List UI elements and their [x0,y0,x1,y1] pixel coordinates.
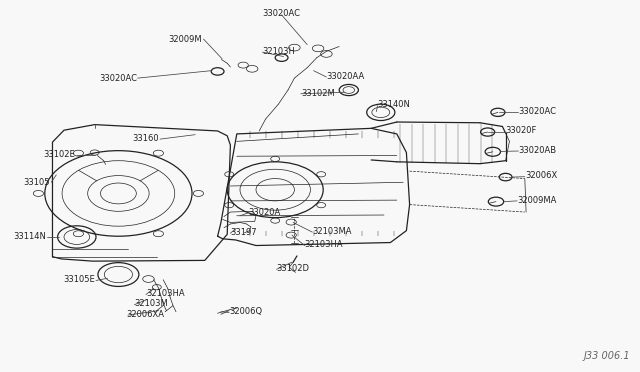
Text: 32009M: 32009M [168,35,202,44]
Text: 32006XA: 32006XA [127,310,164,319]
Text: 32103HA: 32103HA [305,240,343,249]
Text: 33197: 33197 [230,228,257,237]
Text: 33102D: 33102D [276,264,310,273]
Text: 32103H: 32103H [262,47,295,56]
Text: 32103HA: 32103HA [146,289,184,298]
Text: 33140N: 33140N [378,100,410,109]
Text: 33102M: 33102M [301,89,335,97]
Text: 33105: 33105 [24,178,50,187]
Text: 33102E: 33102E [44,150,76,159]
Text: 33020A: 33020A [248,208,280,217]
Text: 33020AC: 33020AC [518,107,556,116]
Text: 33020AB: 33020AB [518,146,557,155]
Text: J33 006.1: J33 006.1 [584,351,630,361]
Text: 32006Q: 32006Q [229,307,262,316]
Text: 33020AC: 33020AC [262,9,301,17]
Text: 32006X: 32006X [525,171,557,180]
Text: 33105E: 33105E [63,275,95,284]
Text: 32103MA: 32103MA [312,227,352,236]
Text: 33020AC: 33020AC [100,74,138,83]
Text: 33114N: 33114N [13,232,46,241]
Text: 33020AA: 33020AA [326,72,365,81]
Text: 33160: 33160 [132,134,159,143]
Text: 32009MA: 32009MA [517,196,557,205]
Text: 32103M: 32103M [134,299,168,308]
Text: 33020F: 33020F [506,126,537,135]
